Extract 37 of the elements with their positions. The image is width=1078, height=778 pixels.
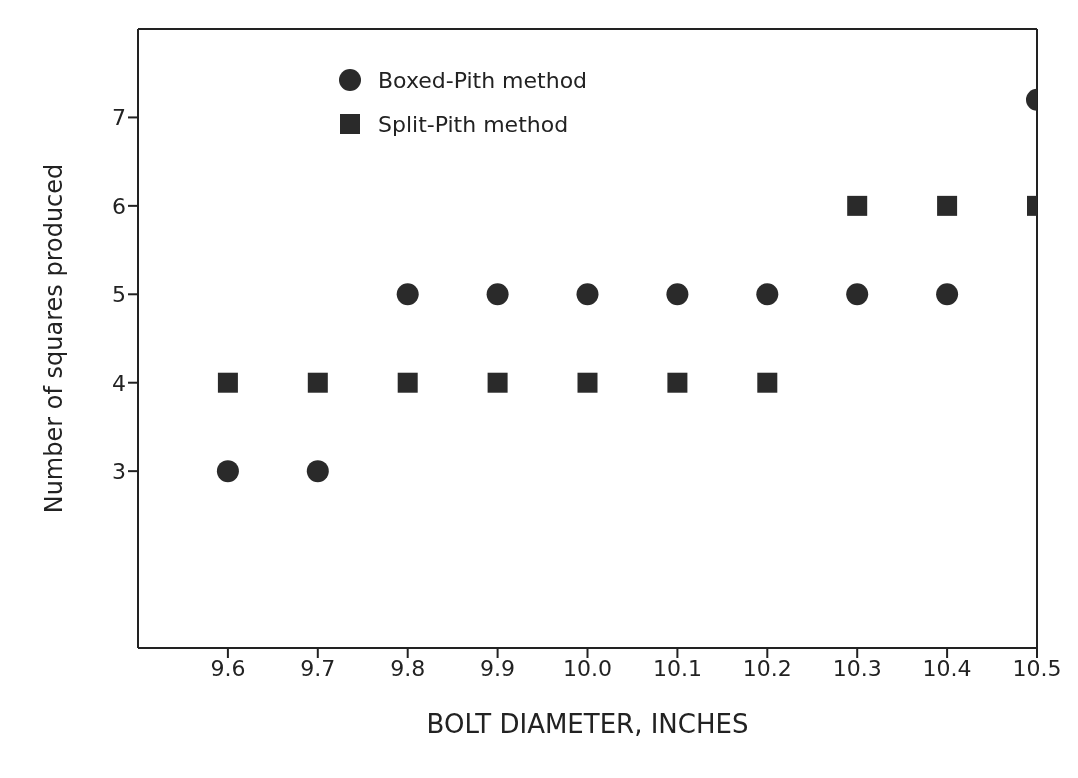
point [937,195,958,216]
x-tick-label: 9.8 [390,655,426,681]
point [487,372,508,393]
point [666,283,689,306]
point [757,372,778,393]
legend-label: Boxed-Pith method [378,67,588,93]
x-tick-label: 9.9 [480,655,516,681]
point [576,283,599,306]
y-tick-label: 4 [112,370,126,396]
point [846,283,869,306]
point [486,283,509,306]
x-tick-label: 10.0 [563,655,612,681]
legend-label: Split-Pith method [378,111,569,137]
x-axis-title: BOLT DIAMETER, INCHES [426,709,749,739]
point [577,372,598,393]
x-tick-label: 9.6 [210,655,246,681]
point [847,195,868,216]
y-tick-label: 3 [112,458,126,484]
point [216,460,239,483]
point [936,283,959,306]
x-tick-label: 10.3 [832,655,882,681]
y-axis-title: Number of squares produced [39,163,68,514]
point [667,372,688,393]
x-tick-label: 9.7 [300,655,336,681]
point [396,283,419,306]
point [397,372,418,393]
x-tick-label: 10.1 [652,655,702,681]
y-tick-label: 5 [112,282,126,308]
y-tick-label: 7 [112,105,126,131]
point [307,372,328,393]
x-tick-label: 10.5 [1012,655,1062,681]
point [756,283,779,306]
point [217,372,238,393]
point [306,460,329,483]
y-tick-label: 6 [112,193,126,219]
x-tick-label: 10.4 [922,655,972,681]
x-tick-label: 10.2 [742,655,792,681]
